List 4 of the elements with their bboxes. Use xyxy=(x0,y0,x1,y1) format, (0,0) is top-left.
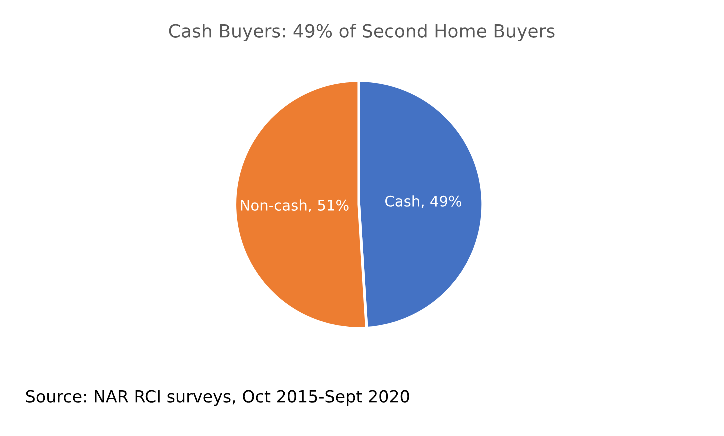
source-note: Source: NAR RCI surveys, Oct 2015-Sept 2020 xyxy=(26,390,410,406)
slice-label: Non-cash, 51% xyxy=(241,200,349,212)
slice-label: Cash, 49% xyxy=(386,196,462,208)
chart-title: Cash Buyers: 49% of Second Home Buyers xyxy=(169,24,555,42)
